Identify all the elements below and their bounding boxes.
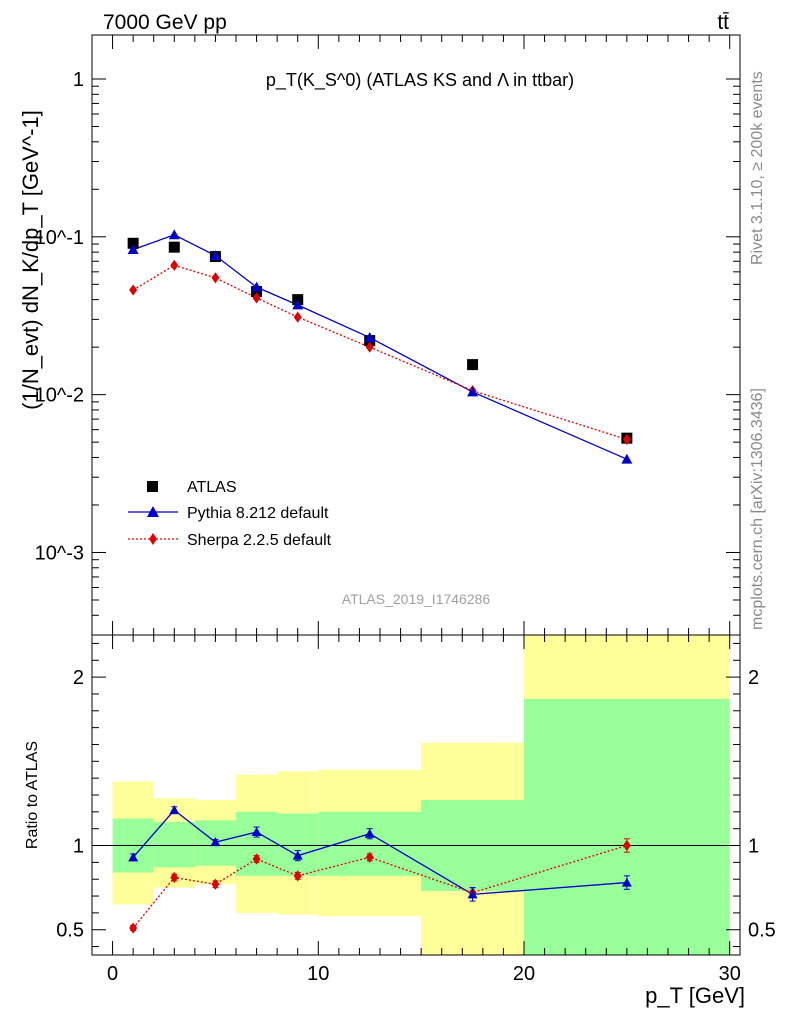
sherpa-point (129, 284, 138, 296)
pythia-ratio-point (169, 805, 180, 815)
pythia-point (209, 250, 221, 261)
main-y-tick-label: 10^-2 (35, 385, 84, 407)
pythia-ratio-point (467, 889, 478, 899)
sherpa-ratio-point (293, 870, 302, 882)
pythia-point (127, 244, 139, 254)
main-y-tick-label: 1 (73, 69, 84, 91)
sherpa-ratio-point (365, 851, 374, 863)
beam-energy-label: 7000 GeV pp (103, 11, 227, 34)
ratio-uncertainty-bands (112, 635, 730, 955)
legend-atlas-label: ATLAS (187, 479, 237, 496)
pythia-point (364, 332, 376, 342)
green-band-3 (236, 811, 278, 876)
pythia-point (168, 229, 180, 240)
main-y-axis-title: (1/N_evt) dN_K/dp_T [GeV^-1] (18, 110, 43, 410)
plot-title: p_T(K_S^0) (ATLAS KS and Λ in ttbar) (266, 70, 574, 91)
atlas-point (168, 241, 180, 253)
ratio-y-tick-label-left: 2 (73, 667, 84, 689)
ratio-series-markers (128, 805, 632, 934)
pythia-ratio-point (292, 850, 303, 860)
legend-atlas-marker (147, 481, 158, 492)
pythia-line (132, 234, 628, 460)
rivet-version-label: Rivet 3.1.10, ≥ 200k events (749, 71, 766, 265)
legend: ATLAS Pythia 8.212 default Sherpa 2.2.5 … (128, 479, 332, 549)
atlas-point (127, 237, 139, 249)
sherpa-ratio-line (132, 844, 628, 929)
pythia-ratio-line (132, 809, 627, 896)
pythia-point (621, 453, 633, 464)
ratio-y-tick-label-left: 0.5 (56, 920, 84, 942)
sherpa-ratio-point (170, 871, 179, 884)
mcplots-reference-label: mcplots.cern.ch [arXiv:1306.3436] (749, 388, 766, 630)
atlas-point (467, 359, 479, 371)
ratio-series-lines (132, 809, 628, 929)
sherpa-point (211, 272, 220, 284)
sherpa-point (293, 311, 302, 323)
ratio-y-axis-title: Ratio to ATLAS (24, 741, 41, 849)
sherpa-point (622, 433, 631, 446)
sherpa-point (170, 259, 179, 271)
main-y-tick-label: 10^-3 (35, 542, 84, 564)
x-tick-label: 10 (307, 963, 329, 985)
x-axis-title: p_T [GeV] (645, 983, 745, 1008)
x-tick-label: 30 (719, 963, 741, 985)
x-tick-label: 20 (513, 963, 535, 985)
pythia-point (292, 299, 304, 310)
sherpa-point (365, 341, 374, 353)
main-y-tick-label: 10^-1 (35, 227, 84, 249)
ratio-y-tick-label-right: 2 (748, 667, 759, 689)
legend-pythia-label: Pythia 8.212 default (187, 505, 329, 522)
sherpa-point (252, 292, 261, 304)
atlas-point (251, 286, 263, 298)
pythia-point (467, 386, 479, 397)
sherpa-ratio-point (622, 839, 631, 852)
legend-sherpa-marker (149, 533, 157, 545)
pythia-ratio-point (210, 837, 221, 847)
main-series-markers (127, 229, 633, 464)
ratio-y-tick-label-right: 0.5 (748, 920, 776, 942)
ratio-y-tick-label-left: 1 (73, 836, 84, 858)
pythia-ratio-point (621, 877, 632, 887)
analysis-id-label: ATLAS_2019_I1746286 (342, 591, 491, 607)
pythia-ratio-point (251, 827, 262, 837)
process-label: tt̄ (717, 11, 729, 34)
green-band-7 (524, 699, 730, 955)
legend-sherpa-label: Sherpa 2.2.5 default (187, 532, 332, 549)
sherpa-ratio-point (129, 922, 138, 934)
x-tick-label: 0 (107, 963, 118, 985)
ratio-y-tick-label-right: 1 (748, 836, 759, 858)
legend-pythia-marker (147, 506, 159, 517)
sherpa-line (132, 264, 628, 441)
ratio-plot-axes: 0 10 20 30 0.5 0.5 1 1 2 2 (56, 634, 776, 985)
sherpa-ratio-point (211, 878, 220, 890)
pythia-ratio-point (128, 852, 139, 862)
main-series-lines (132, 234, 628, 460)
green-band-1 (153, 821, 195, 868)
sherpa-ratio-point (252, 853, 261, 865)
main-plot-axes: 10^-3 10^-2 10^-1 1 (35, 34, 741, 636)
green-band-4 (277, 813, 319, 876)
pythia-point (251, 281, 263, 292)
pythia-ratio-point (364, 828, 375, 838)
